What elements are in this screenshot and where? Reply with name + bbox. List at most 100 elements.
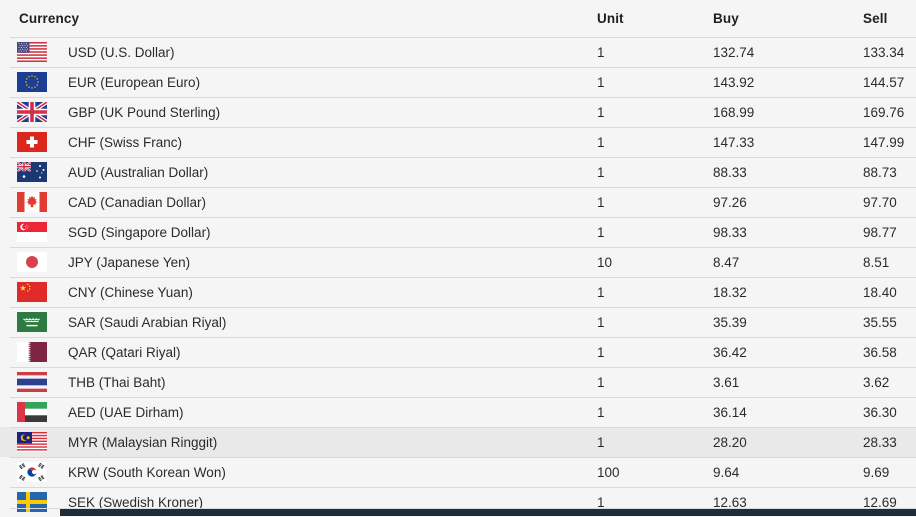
buy-rate: 35.39 [713,314,747,330]
currency-row-aud[interactable]: AUD (Australian Dollar) 1 88.33 88.73 [0,157,916,187]
currency-row-usd[interactable]: USD (U.S. Dollar) 1 132.74 133.34 [0,37,916,67]
canada-flag-icon [17,192,47,212]
currency-row-myr[interactable]: MYR (Malaysian Ringgit) 1 28.20 28.33 [0,427,916,457]
singapore-flag-icon [17,222,47,242]
unit-value: 1 [597,74,605,90]
saudi-arabia-flag-icon [17,312,47,332]
australia-flag-icon [17,162,47,182]
currency-name: CAD (Canadian Dollar) [68,194,207,210]
unit-value: 1 [597,194,605,210]
sell-rate: 36.30 [863,404,897,420]
sell-rate: 36.58 [863,344,897,360]
buy-rate: 18.32 [713,284,747,300]
buy-rate: 97.26 [713,194,747,210]
buy-rate: 36.42 [713,344,747,360]
currency-row-gbp[interactable]: GBP (UK Pound Sterling) 1 168.99 169.76 [0,97,916,127]
currency-name: JPY (Japanese Yen) [68,254,191,270]
currency-row-sgd[interactable]: SGD (Singapore Dollar) 1 98.33 98.77 [0,217,916,247]
china-flag-icon [17,282,47,302]
buy-rate: 28.20 [713,434,747,450]
currency-row-eur[interactable]: EUR (European Euro) 1 143.92 144.57 [0,67,916,97]
south-korea-flag-icon [17,462,47,482]
sell-rate: 18.40 [863,284,897,300]
currency-name: GBP (UK Pound Sterling) [68,104,221,120]
column-header-sell: Sell [863,11,888,26]
currency-name: AED (UAE Dirham) [68,404,184,420]
buy-rate: 36.14 [713,404,747,420]
unit-value: 1 [597,134,605,150]
buy-rate: 8.47 [713,254,740,270]
sell-rate: 169.76 [863,104,905,120]
currency-row-sar[interactable]: SAR (Saudi Arabian Riyal) 1 35.39 35.55 [0,307,916,337]
unit-value: 1 [597,344,605,360]
unit-value: 1 [597,44,605,60]
sell-rate: 144.57 [863,74,905,90]
unit-value: 1 [597,404,605,420]
unit-value: 100 [597,464,620,480]
sell-rate: 133.34 [863,44,905,60]
currency-name: KRW (South Korean Won) [68,464,226,480]
currency-name: SGD (Singapore Dollar) [68,224,211,240]
unit-value: 1 [597,494,605,510]
currency-row-cad[interactable]: CAD (Canadian Dollar) 1 97.26 97.70 [0,187,916,217]
table-bottom-border [10,508,916,509]
sell-rate: 9.69 [863,464,890,480]
unit-value: 1 [597,104,605,120]
buy-rate: 98.33 [713,224,747,240]
sell-rate: 8.51 [863,254,890,270]
currency-row-sek[interactable]: SEK (Swedish Kroner) 1 12.63 12.69 [0,487,916,517]
buy-rate: 147.33 [713,134,755,150]
sell-rate: 3.62 [863,374,890,390]
footer-bar [60,509,916,516]
unit-value: 1 [597,434,605,450]
unit-value: 10 [597,254,613,270]
buy-rate: 9.64 [713,464,740,480]
unit-value: 1 [597,314,605,330]
currency-row-qar[interactable]: QAR (Qatari Riyal) 1 36.42 36.58 [0,337,916,367]
currency-row-chf[interactable]: CHF (Swiss Franc) 1 147.33 147.99 [0,127,916,157]
column-header-unit: Unit [597,11,624,26]
currency-name: QAR (Qatari Riyal) [68,344,181,360]
japan-flag-icon [17,252,47,272]
buy-rate: 88.33 [713,164,747,180]
currency-name: EUR (European Euro) [68,74,201,90]
currency-name: SEK (Swedish Kroner) [68,494,204,510]
sell-rate: 12.69 [863,494,897,510]
currency-name: SAR (Saudi Arabian Riyal) [68,314,227,330]
buy-rate: 168.99 [713,104,755,120]
sell-rate: 98.77 [863,224,897,240]
thailand-flag-icon [17,372,47,392]
table-header-row: Currency Unit Buy Sell [0,0,916,37]
sell-rate: 35.55 [863,314,897,330]
buy-rate: 132.74 [713,44,755,60]
unit-value: 1 [597,374,605,390]
table-body: USD (U.S. Dollar) 1 132.74 133.34 EUR (E… [0,37,916,517]
currency-name: CNY (Chinese Yuan) [68,284,193,300]
column-header-buy: Buy [713,11,739,26]
currency-row-cny[interactable]: CNY (Chinese Yuan) 1 18.32 18.40 [0,277,916,307]
currency-row-jpy[interactable]: JPY (Japanese Yen) 10 8.47 8.51 [0,247,916,277]
currency-row-thb[interactable]: THB (Thai Baht) 1 3.61 3.62 [0,367,916,397]
currency-name: USD (U.S. Dollar) [68,44,175,60]
currency-name: MYR (Malaysian Ringgit) [68,434,218,450]
us-flag-icon [17,42,47,62]
switzerland-flag-icon [17,132,47,152]
uae-flag-icon [17,402,47,422]
sell-rate: 28.33 [863,434,897,450]
currency-name: AUD (Australian Dollar) [68,164,209,180]
buy-rate: 3.61 [713,374,740,390]
currency-row-aed[interactable]: AED (UAE Dirham) 1 36.14 36.30 [0,397,916,427]
sell-rate: 97.70 [863,194,897,210]
unit-value: 1 [597,224,605,240]
currency-row-krw[interactable]: KRW (South Korean Won) 100 9.64 9.69 [0,457,916,487]
unit-value: 1 [597,164,605,180]
sell-rate: 147.99 [863,134,905,150]
eu-flag-icon [17,72,47,92]
malaysia-flag-icon [17,432,47,452]
column-header-currency: Currency [19,11,80,26]
sell-rate: 88.73 [863,164,897,180]
buy-rate: 12.63 [713,494,747,510]
currency-name: THB (Thai Baht) [68,374,166,390]
buy-rate: 143.92 [713,74,755,90]
